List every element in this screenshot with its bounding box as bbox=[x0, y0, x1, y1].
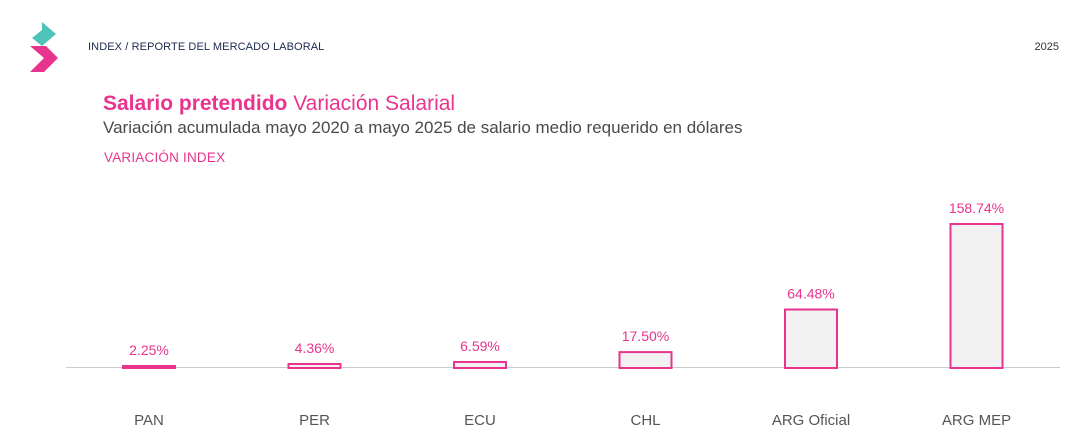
value-label: 4.36% bbox=[295, 340, 335, 356]
bar-pan bbox=[122, 365, 176, 369]
category-label: ARG MEP bbox=[942, 412, 1011, 429]
series-label: VARIACIÓN INDEX bbox=[104, 150, 226, 165]
category-label: PER bbox=[299, 412, 330, 429]
bars-layer: 2.25% PAN 4.36% PER 6.59% ECU 17.50% CHL 64.48% A… bbox=[122, 200, 1011, 429]
category-label: ARG Oficial bbox=[772, 412, 850, 429]
title-light: Variación Salarial bbox=[293, 92, 456, 115]
category-label: PAN bbox=[134, 412, 164, 429]
category-label: ECU bbox=[464, 412, 496, 429]
value-label: 6.59% bbox=[460, 338, 500, 354]
brand-logo bbox=[30, 22, 58, 72]
page-subtitle: Variación acumulada mayo 2020 a mayo 202… bbox=[103, 118, 743, 137]
bar-per bbox=[287, 363, 342, 369]
bar-chl bbox=[618, 351, 673, 370]
page-title: Salario pretendido Variación Salarial bbox=[103, 92, 455, 116]
value-label: 158.74% bbox=[949, 200, 1004, 216]
value-label: 64.48% bbox=[787, 286, 834, 302]
bar-arg-oficial bbox=[784, 308, 838, 369]
bar-ecu bbox=[453, 361, 507, 369]
logo-pink-shape bbox=[30, 46, 58, 72]
category-label: CHL bbox=[630, 412, 660, 429]
logo-teal-shape bbox=[32, 22, 56, 46]
value-label: 2.25% bbox=[129, 342, 169, 358]
title-bold: Salario pretendido bbox=[103, 92, 288, 115]
bar-arg-mep bbox=[949, 223, 1004, 369]
report-year: 2025 bbox=[1034, 41, 1059, 53]
value-label: 17.50% bbox=[622, 328, 669, 344]
report-breadcrumb: INDEX / REPORTE DEL MERCADO LABORAL bbox=[88, 41, 325, 53]
